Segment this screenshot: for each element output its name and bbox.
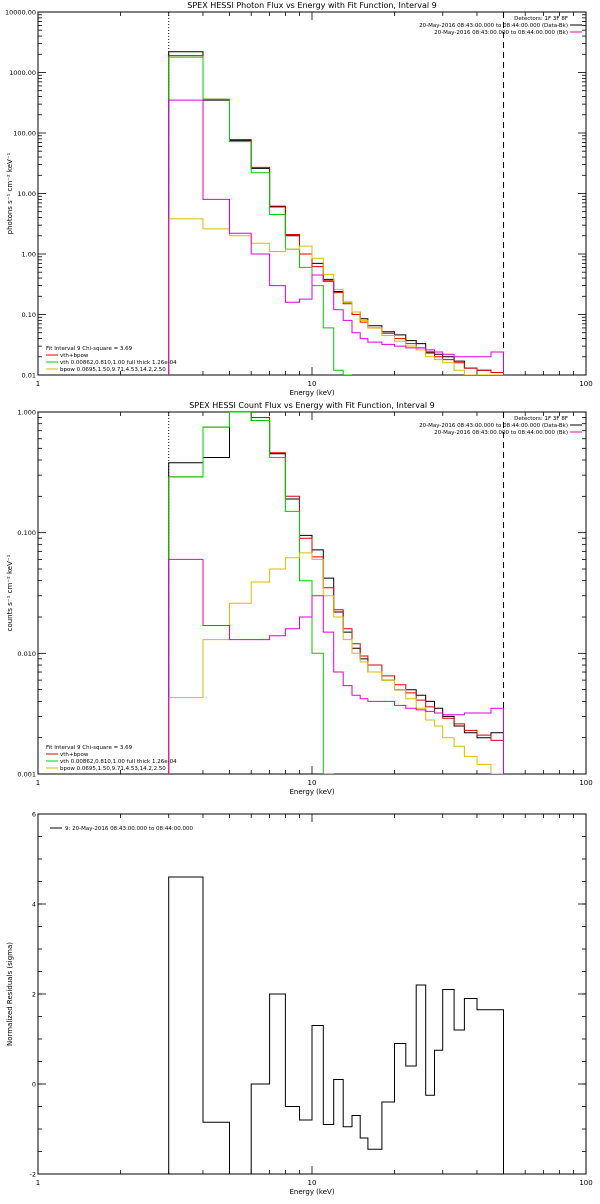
- fit-legend-entry-1: vth+bpow: [60, 752, 89, 758]
- x-tick-label: 1: [36, 779, 40, 787]
- series-bpow-line: [168, 218, 504, 375]
- y-tick-label: 0: [32, 1081, 36, 1089]
- series-data-line: [168, 412, 504, 774]
- y-tick-label: 1000.00: [9, 69, 36, 77]
- x-axis-label: Energy (keV): [289, 1188, 334, 1196]
- series-background-line: [168, 558, 504, 774]
- series-bpow-line: [168, 552, 504, 774]
- chart-title: SPEX HESSI Count Flux vs Energy with Fit…: [189, 401, 434, 410]
- detector-info-0: Detectors: 1F 3F 8F: [514, 16, 568, 22]
- y-tick-label: -2: [30, 1171, 36, 1179]
- detector-info-1: 20-May-2016 08:43:00.000 to 08:44:00.000…: [419, 423, 568, 429]
- plot-data: [168, 876, 504, 1174]
- x-tick-label: 100: [579, 779, 592, 787]
- plot-data: [168, 12, 505, 375]
- plot-panel-1: SPEX HESSI Photon Flux vs Energy with Fi…: [5, 1, 593, 397]
- series-total-line: [168, 412, 504, 774]
- plot-panel-3: 1 10 100 -2 0 2 4 6 Energy (keV) Normalized Resid…: [6, 811, 593, 1197]
- detector-info-2: 20-May-2016 08:43:00.000 to 08:44:00.000…: [434, 430, 568, 436]
- detector-info-2: 20-May-2016 08:43:00.000 to 08:44:00.000…: [434, 30, 568, 36]
- y-tick-label: 0.010: [17, 650, 36, 658]
- y-tick-label: 2: [32, 991, 36, 999]
- y-tick-label: 6: [32, 811, 36, 819]
- y-tick-label: 1.00: [22, 251, 36, 259]
- y-tick-label: 4: [32, 901, 36, 909]
- y-tick-label: 0.01: [22, 372, 36, 380]
- detector-info-1: 20-May-2016 08:43:00.000 to 08:44:00.000…: [419, 23, 568, 29]
- y-axis-label: Normalized Residuals (sigma): [6, 942, 14, 1046]
- fit-legend-entry-3: bpow 0.0695,1.50,9.71,4.53,14.2,2.50: [60, 766, 166, 772]
- fit-legend-entry-3: bpow 0.0695,1.50,9.71,4.53,14.2,2.50: [60, 367, 166, 373]
- x-tick-label: 100: [579, 1179, 592, 1187]
- y-tick-label: 1.000: [17, 409, 36, 417]
- fit-legend-entry-1: vth+bpow: [60, 353, 89, 359]
- x-tick-label: 100: [579, 380, 592, 388]
- x-tick-label: 10: [308, 380, 317, 388]
- series-data-line: [168, 51, 504, 375]
- y-tick-label: 10.00: [17, 190, 36, 198]
- detector-info-0: Detectors: 1F 3F 8F: [514, 416, 568, 422]
- y-tick-label: 100.00: [13, 130, 36, 138]
- y-axis-label: photons s⁻¹ cm⁻² keV⁻¹: [6, 152, 14, 234]
- y-tick-label: 10000.00: [5, 9, 36, 17]
- y-tick-label: 0.100: [17, 529, 36, 537]
- fit-legend-entry-0: Fit Interval 9 Chi-square = 3.69: [46, 745, 133, 751]
- x-tick-label: 10: [308, 1179, 317, 1187]
- series-total-line: [168, 55, 504, 375]
- x-tick-label: 1: [36, 1179, 40, 1187]
- y-tick-label: 0.001: [17, 771, 36, 779]
- plot-data: [168, 412, 505, 774]
- series-vth-line: [168, 56, 352, 375]
- plot-panel-2: SPEX HESSI Count Flux vs Energy with Fit…: [6, 401, 593, 796]
- residual-legend-entry: 9: 20-May-2016 08:43:00.000 to 08:44:00.…: [65, 826, 194, 832]
- series-background-line: [168, 99, 504, 375]
- x-tick-label: 10: [308, 779, 317, 787]
- fit-legend-entry-2: vth 0.00862,0.810,1.00 full thick 1.26e-…: [60, 759, 177, 765]
- chart-title: SPEX HESSI Photon Flux vs Energy with Fi…: [187, 1, 437, 10]
- y-tick-label: 0.10: [22, 311, 36, 319]
- series-vth-line: [168, 412, 334, 774]
- x-axis-label: Energy (keV): [289, 788, 334, 796]
- x-axis-label: Energy (keV): [289, 389, 334, 397]
- y-axis-label: counts s⁻¹ cm⁻² keV⁻¹: [6, 554, 14, 631]
- series-data-line: [168, 876, 504, 1174]
- fit-legend-entry-2: vth 0.00862,0.810,1.00 full thick 1.26e-…: [60, 360, 177, 366]
- x-tick-label: 1: [36, 380, 40, 388]
- fit-legend-entry-0: Fit Interval 9 Chi-square = 3.69: [46, 346, 133, 352]
